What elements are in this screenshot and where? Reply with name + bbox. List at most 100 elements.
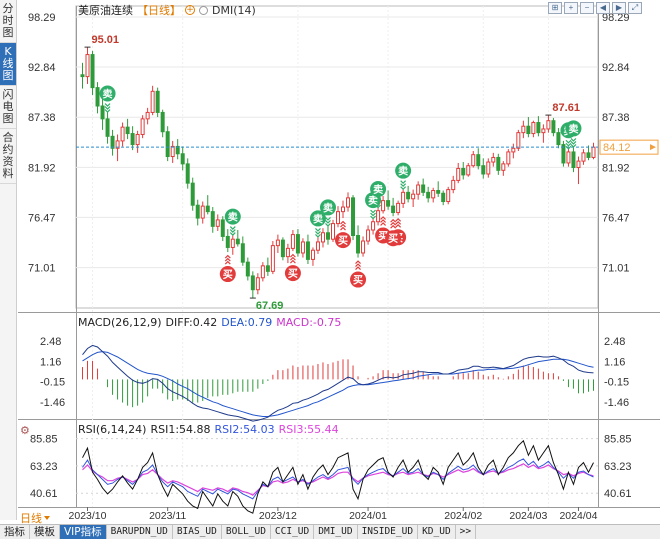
x-tick-label: 2024/04 [559, 510, 597, 522]
candle-down [571, 151, 576, 169]
candle-up [366, 229, 371, 242]
tab-timeshare[interactable]: 分时图 [0, 0, 16, 43]
tab-barupdn-ud[interactable]: BARUPDN_UD [107, 525, 173, 539]
tab-inside-ud[interactable]: INSIDE_UD [358, 525, 419, 539]
sell-signal-label: 卖 [228, 211, 238, 224]
x-tick-label: 2023/12 [259, 510, 297, 522]
tab-more[interactable]: >> [456, 525, 477, 539]
candle-up [451, 179, 456, 191]
candle-up [260, 265, 265, 279]
tab-flash[interactable]: 闪电图 [0, 86, 16, 129]
buy-signal-label: 买 [223, 269, 233, 281]
macd-diff-value: DIFF:0.42 [165, 316, 218, 329]
buy-arrow-icon [390, 221, 397, 226]
settings-gear-icon[interactable]: ⚙ [20, 425, 30, 437]
sell-arrow-icon [229, 229, 236, 233]
macd-name[interactable]: MACD(26,12,9) [78, 316, 162, 329]
zoom-in-icon[interactable]: + [564, 2, 578, 14]
buy-arrow-icon [395, 223, 402, 228]
tab-indicator[interactable]: 指标 [0, 525, 30, 539]
chevron-down-icon [44, 516, 50, 520]
buy-arrow-icon [340, 226, 346, 231]
candle-down [235, 238, 240, 245]
candle-up [145, 111, 150, 120]
tab-dmi-ud[interactable]: DMI_UD [314, 525, 358, 539]
buy-arrow-icon [224, 257, 231, 262]
indicator-toggle-icon[interactable] [199, 5, 208, 15]
tab-boll-ud[interactable]: BOLL_UD [222, 525, 271, 539]
move-right-icon[interactable]: ▶ [612, 2, 626, 14]
sell-arrow-icon [325, 222, 331, 227]
tab-cci-ud[interactable]: CCI_UD [271, 525, 315, 539]
buy-signal-label: 买 [353, 275, 363, 287]
candle-up [300, 241, 305, 254]
candle-up [431, 190, 436, 199]
main-indicator-label[interactable]: DMI(14) [212, 3, 256, 17]
x-tick-label: 2024/01 [349, 510, 387, 522]
price-tick-label-left: 98.29 [28, 12, 56, 24]
tab-contract-info[interactable]: 合约资料 [0, 129, 16, 184]
candle-up [491, 156, 496, 163]
sell-arrow-icon [400, 186, 407, 191]
sell-signal-label: 卖 [568, 122, 578, 135]
candle-up [446, 189, 451, 203]
candle-down [240, 243, 245, 263]
candle-down [481, 165, 486, 175]
candle-up [315, 241, 320, 251]
buy-arrow-icon [380, 216, 387, 220]
buy-arrow-icon [390, 218, 397, 223]
sell-arrow-icon [229, 226, 236, 230]
move-left-icon[interactable]: ◀ [596, 2, 610, 14]
tab-vip-indicator[interactable]: VIP指标 [60, 525, 107, 539]
tab-kd-ud[interactable]: KD_UD [418, 525, 456, 539]
candle-up [401, 191, 406, 204]
candle-down [280, 239, 285, 258]
buy-arrow-icon [340, 223, 346, 228]
sell-arrow-icon [565, 145, 572, 150]
sell-signal-label: 卖 [398, 165, 408, 178]
zoom-out-icon[interactable]: − [580, 2, 594, 14]
candle-down [205, 205, 210, 213]
buy-arrow-icon [355, 266, 361, 270]
sell-arrow-icon [325, 219, 331, 224]
candle-down [80, 74, 85, 78]
rsi-tick-label-right: 63.23 [604, 461, 632, 473]
tab-bias-ud[interactable]: BIAS_UD [173, 525, 222, 539]
grid-icon[interactable]: ⊞ [548, 2, 562, 14]
rsi-name[interactable]: RSI(6,14,24) [78, 423, 147, 436]
candle-down [175, 145, 180, 155]
add-indicator-icon[interactable]: + [185, 5, 195, 15]
sell-arrow-icon [375, 204, 382, 209]
macd-tick-label-left: 2.48 [40, 336, 61, 348]
price-tick-label-right: 71.01 [602, 263, 630, 275]
candle-up [501, 163, 506, 171]
candle-down [210, 211, 215, 227]
candle-down [556, 132, 561, 146]
price-tick-label-left: 71.01 [28, 263, 56, 275]
expand-icon[interactable]: ⤢ [628, 2, 642, 14]
sell-signal-label: 卖 [368, 194, 378, 207]
period-label[interactable]: 【日线】 [137, 4, 181, 17]
candle-up [546, 120, 551, 130]
candle-down [391, 205, 396, 214]
last-price-box [599, 139, 659, 155]
buy-arrow-icon [380, 222, 387, 226]
candle-down [551, 120, 556, 134]
candle-up [255, 277, 260, 291]
macd-dea-line [82, 351, 594, 417]
buy-arrow-icon [355, 263, 361, 267]
sell-arrow-icon [315, 231, 321, 235]
tab-template[interactable]: 模板 [30, 525, 60, 539]
tab-kline[interactable]: K线图 [0, 43, 16, 86]
macd-dea-value: DEA:0.79 [221, 316, 273, 329]
candle-down [561, 144, 566, 164]
candle-up [115, 140, 120, 149]
rsi-tick-label-left: 40.61 [30, 488, 58, 500]
candle-up [566, 151, 571, 164]
sell-arrow-icon [375, 198, 382, 203]
candle-up [290, 234, 295, 249]
sell-signal-marker [319, 199, 336, 216]
period-selector[interactable]: 日线 [20, 510, 50, 526]
indicator-tab-bar: 指标 模板 VIP指标 BARUPDN_UD BIAS_UD BOLL_UD C… [0, 524, 660, 539]
